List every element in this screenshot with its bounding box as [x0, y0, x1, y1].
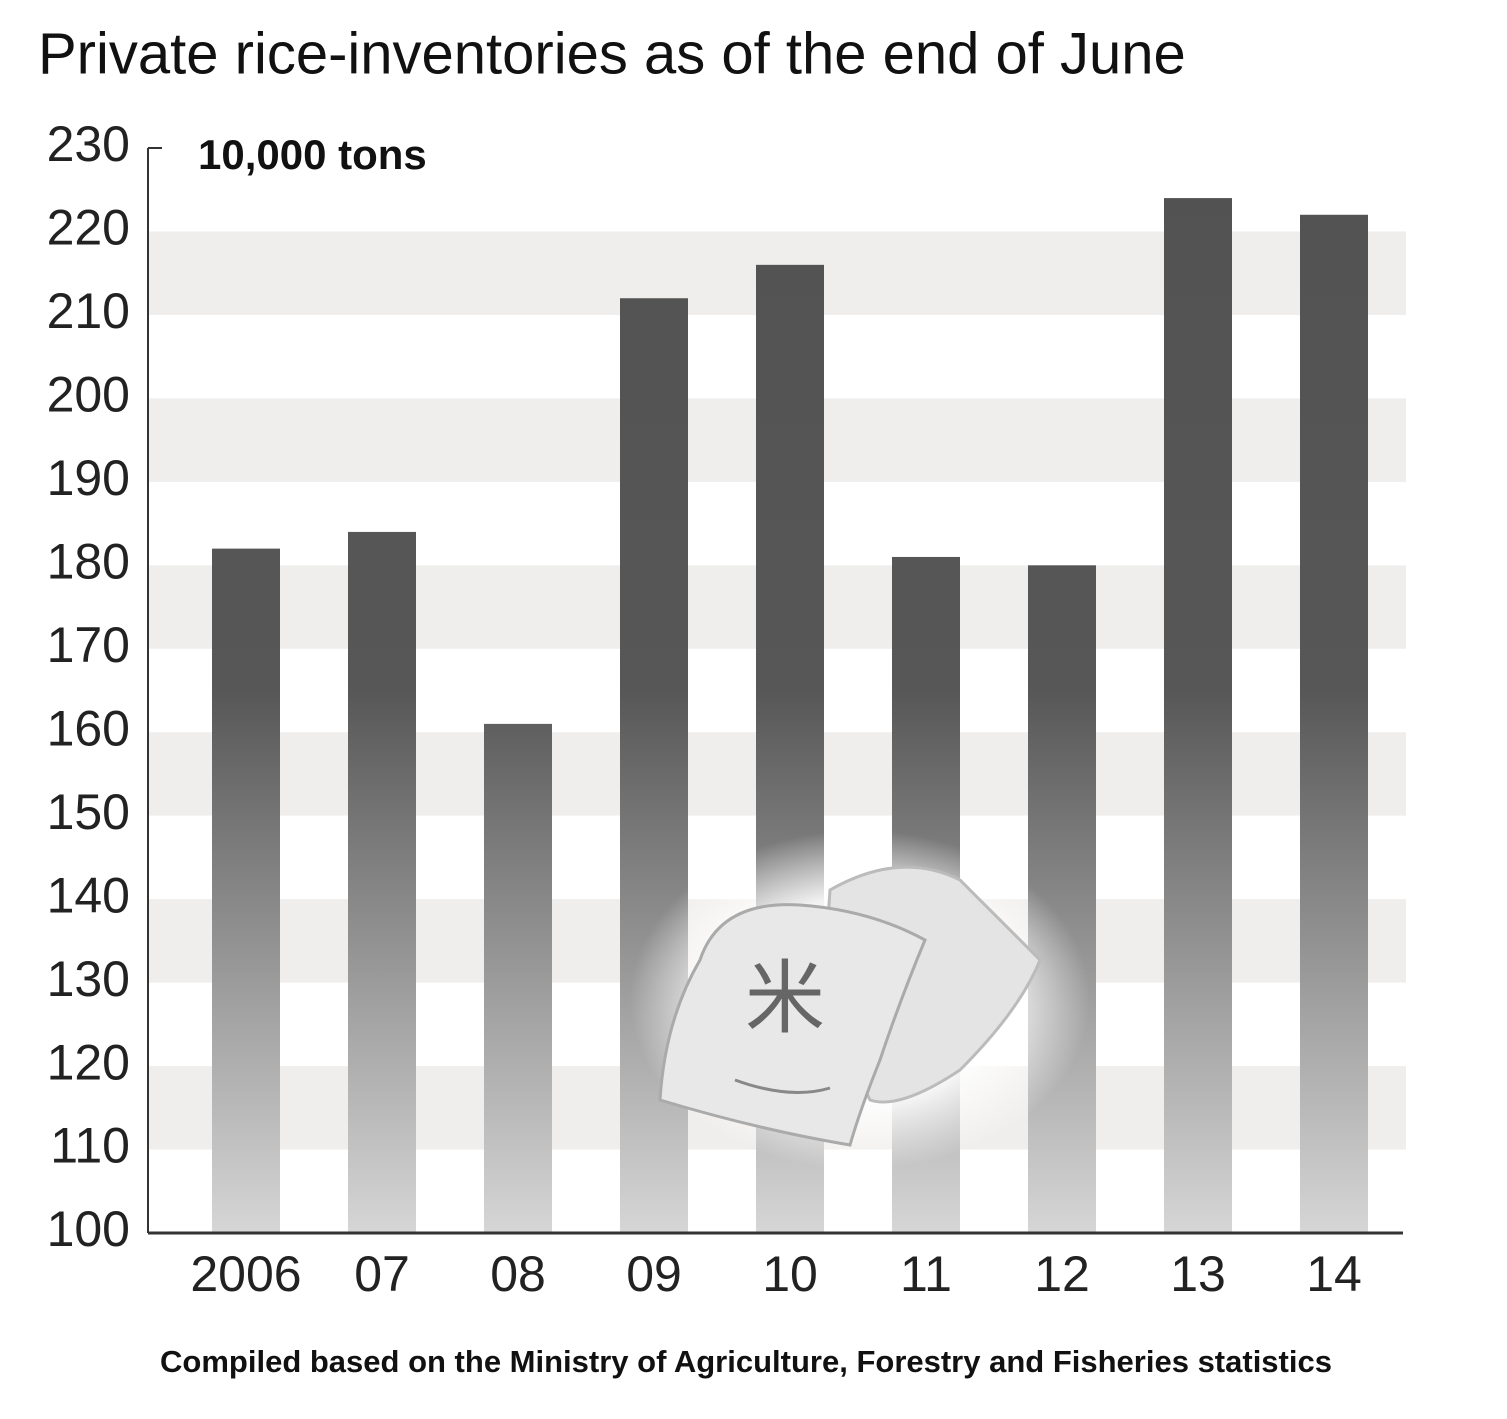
x-tick-label: 11: [900, 1246, 952, 1302]
y-tick-label: 120: [47, 1034, 130, 1090]
chart-title: Private rice-inventories as of the end o…: [38, 21, 1186, 86]
y-tick-label: 150: [47, 784, 130, 840]
bar: [348, 531, 416, 1233]
x-tick-label: 13: [1170, 1246, 1226, 1302]
y-tick-label: 230: [47, 116, 130, 172]
x-tick-label: 2006: [190, 1246, 301, 1302]
y-tick-label: 190: [47, 450, 130, 506]
bag-front: [658, 903, 927, 1147]
y-tick-label: 100: [47, 1201, 130, 1257]
unit-label: 10,000 tons: [198, 131, 427, 178]
source-note: Compiled based on the Ministry of Agricu…: [160, 1344, 1332, 1379]
x-tick-label: 09: [626, 1246, 682, 1302]
y-tick-label: 140: [47, 867, 130, 923]
y-tick-label: 180: [47, 534, 130, 590]
y-tick-label: 130: [47, 951, 130, 1007]
bar: [212, 548, 280, 1233]
bars: [212, 198, 1368, 1234]
x-tick-label: 14: [1306, 1246, 1362, 1302]
y-tick-label: 160: [47, 700, 130, 756]
bag-label: 米: [745, 954, 825, 1043]
y-tick-label: 110: [50, 1118, 130, 1174]
y-tick-label: 220: [47, 200, 130, 256]
x-tick-label: 12: [1034, 1246, 1090, 1302]
x-tick-label: 07: [354, 1246, 410, 1302]
y-tick-label: 170: [47, 617, 130, 673]
x-tick-label: 10: [762, 1246, 818, 1302]
bar: [484, 723, 552, 1233]
bag-seam: [734, 1078, 831, 1094]
y-tick-label: 210: [47, 283, 130, 339]
x-tick-label: 08: [490, 1246, 546, 1302]
bar: [1300, 214, 1368, 1233]
bar: [1164, 198, 1232, 1234]
y-tick-label: 200: [47, 367, 130, 423]
rice-bags: 米: [630, 830, 1090, 1170]
